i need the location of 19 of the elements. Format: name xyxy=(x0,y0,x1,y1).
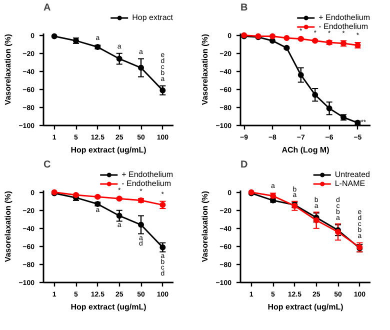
chart-title: D xyxy=(240,160,248,170)
legend-label: + Endothelium xyxy=(318,13,370,22)
legend-label: - Endothelium xyxy=(318,22,368,31)
x-axis-title: Hop extract (ug/mL) xyxy=(70,302,147,312)
x-axis-title: Hop extract (ug/mL) xyxy=(268,302,344,312)
x-axis-title: Hop extract (ug/mL) xyxy=(70,146,147,154)
legend-label: Hop extract xyxy=(132,13,173,22)
x-axis-title: ACh (Log M) xyxy=(282,146,330,154)
legend-label: - Endothelium xyxy=(122,179,171,188)
chart-title: B xyxy=(240,2,248,14)
legend-label: + Endothelium xyxy=(122,170,173,179)
chart-title: C xyxy=(44,160,51,170)
y-axis-title: Vasorelaxation (%) xyxy=(200,190,210,262)
chart-title: A xyxy=(44,2,51,14)
legend-label: Untreated xyxy=(334,170,370,179)
y-axis-title: Vasorelaxation (%) xyxy=(200,34,210,106)
y-axis-title: Vasorelaxation (%) xyxy=(4,190,13,262)
y-axis-title: Vasorelaxation (%) xyxy=(4,34,13,106)
legend-label: L-NAME xyxy=(334,179,366,188)
